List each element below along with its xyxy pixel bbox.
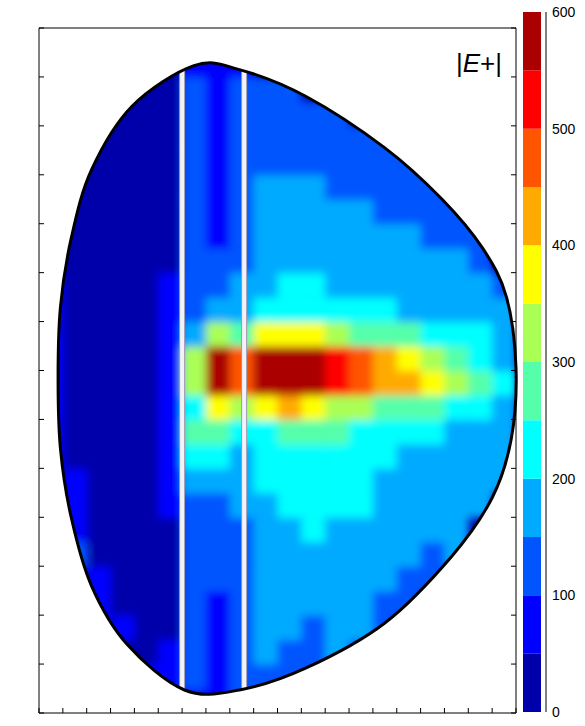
svg-text:400: 400 <box>552 237 576 253</box>
svg-text:500: 500 <box>552 121 576 137</box>
svg-text:300: 300 <box>552 354 576 370</box>
svg-text:|E+|: |E+| <box>456 48 502 78</box>
svg-text:100: 100 <box>552 587 576 603</box>
svg-text:200: 200 <box>552 471 576 487</box>
svg-text:600: 600 <box>552 4 576 20</box>
svg-text:0: 0 <box>552 704 560 720</box>
